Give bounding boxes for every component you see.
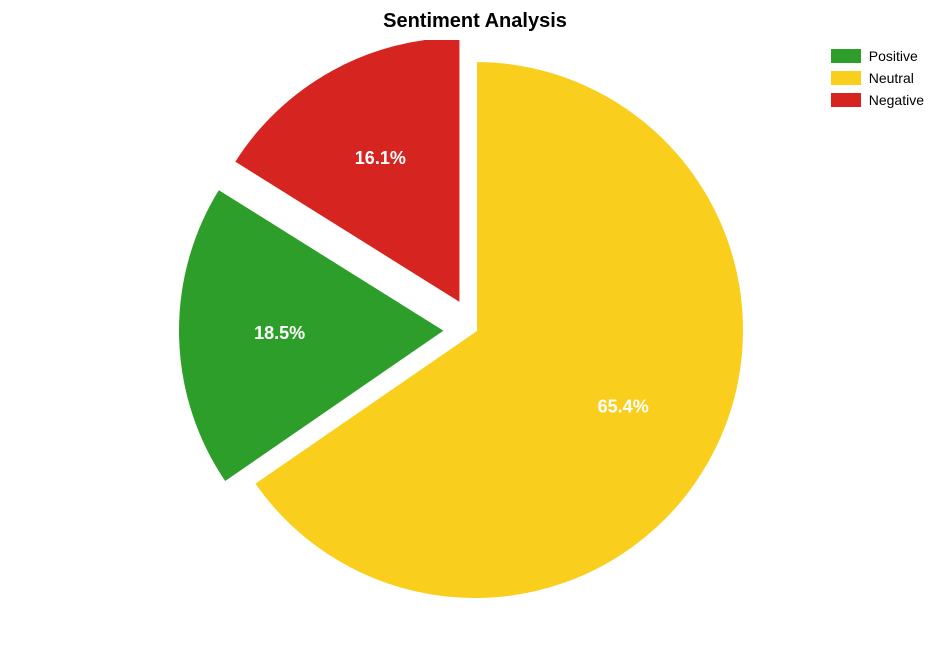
legend-item-neutral: Neutral <box>831 70 924 86</box>
legend-item-positive: Positive <box>831 48 924 64</box>
legend-label: Neutral <box>869 70 914 86</box>
legend-swatch <box>831 93 861 107</box>
chart-title: Sentiment Analysis <box>0 10 950 33</box>
legend-swatch <box>831 49 861 63</box>
slice-label-neutral: 65.4% <box>598 397 649 417</box>
pie-svg: 65.4% 18.5% 16.1% <box>0 40 950 662</box>
sentiment-pie-chart: Sentiment Analysis 65.4% 18.5% 16.1% Posit… <box>0 0 950 662</box>
slice-label-negative: 16.1% <box>355 148 406 168</box>
slice-label-positive: 18.5% <box>254 323 305 343</box>
legend-item-negative: Negative <box>831 92 924 108</box>
legend-label: Positive <box>869 48 918 64</box>
chart-legend: Positive Neutral Negative <box>831 48 924 114</box>
legend-label: Negative <box>869 92 924 108</box>
legend-swatch <box>831 71 861 85</box>
